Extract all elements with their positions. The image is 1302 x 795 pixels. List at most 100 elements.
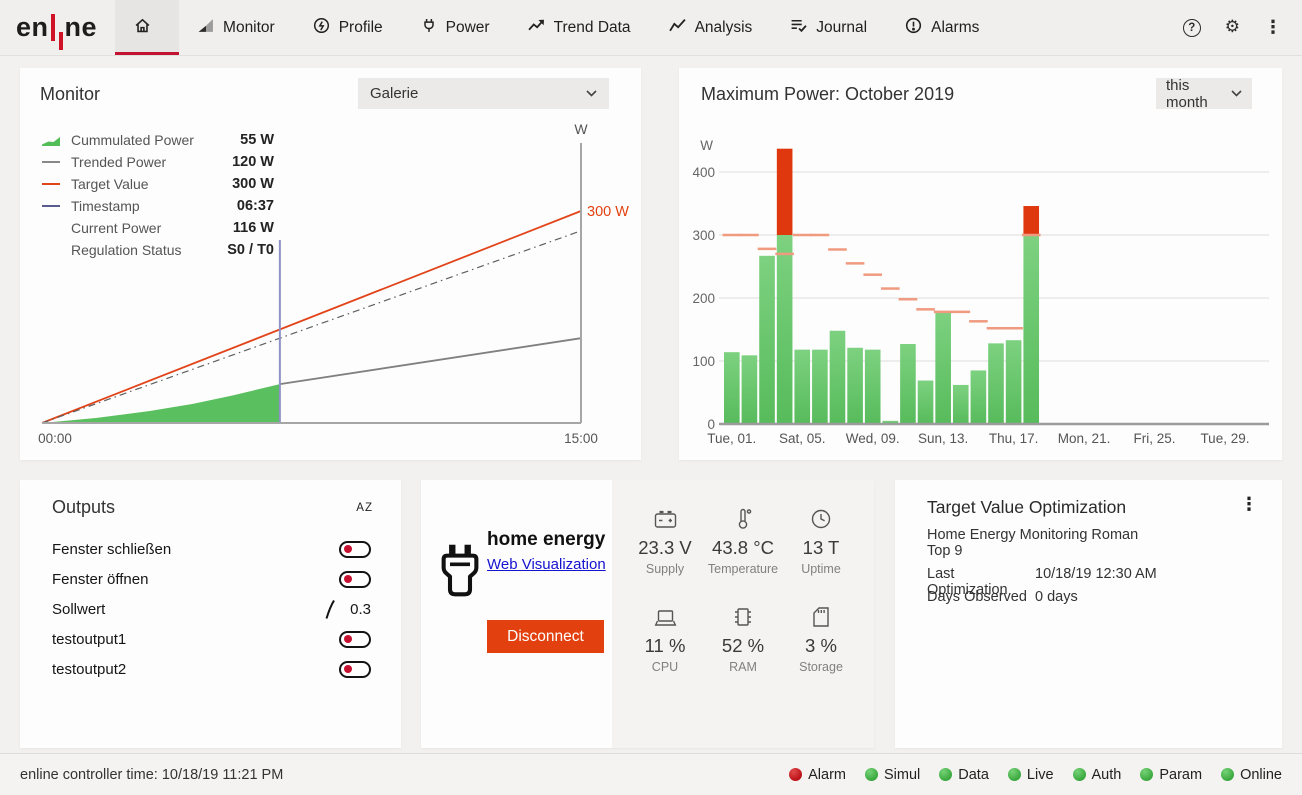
brand-bar-i <box>58 32 63 50</box>
tab-journal[interactable]: Journal <box>771 0 886 55</box>
tvo-row-value: 10/18/19 12:30 AM <box>1035 566 1157 582</box>
ram-chip-icon <box>731 604 755 628</box>
chevron-down-icon <box>1231 90 1242 97</box>
tab-monitor[interactable]: Monitor <box>179 0 294 55</box>
maximum-power-title: Maximum Power: October 2019 <box>701 84 955 104</box>
stat-label: RAM <box>729 660 757 674</box>
maximum-power-bar-chart: 0 100 200 300 400 W Tue, 01. Sat, 05. Wed, 09. Su… <box>692 138 1269 446</box>
status-bar: enline controller time: 10/18/19 11:21 P… <box>0 753 1302 795</box>
legend-row: Target Value 300 W <box>42 173 274 195</box>
status-online: Online <box>1221 767 1282 783</box>
stat-cpu: 11 % CPU <box>626 604 704 674</box>
tab-label: Power <box>445 18 490 36</box>
legend-label: Trended Power <box>71 154 167 170</box>
stat-storage: 3 % Storage <box>782 604 860 674</box>
monitor-panel-title: Monitor <box>40 84 101 104</box>
outputs-list: Fenster schließen Fenster öffnen Sollwer… <box>52 534 371 684</box>
trended-power-swatch-icon <box>42 161 62 163</box>
svg-text:Fri, 25.: Fri, 25. <box>1134 431 1176 446</box>
svg-text:Tue, 29.: Tue, 29. <box>1200 431 1249 446</box>
legend-row: Current Power 116 W <box>42 217 274 239</box>
tab-home[interactable] <box>115 0 180 55</box>
tab-label: Trend Data <box>553 18 631 36</box>
disconnect-button[interactable]: Disconnect <box>487 620 604 653</box>
stat-supply: 23.3 V Supply <box>626 506 704 576</box>
tab-label: Analysis <box>694 18 753 36</box>
toggle-switch[interactable] <box>339 660 371 678</box>
setpoint-control[interactable]: 0.3 <box>324 599 371 620</box>
tab-trend-data[interactable]: Trend Data <box>509 0 650 55</box>
stat-label: Supply <box>645 562 685 576</box>
sort-az-icon[interactable]: AZ <box>356 502 373 514</box>
svg-text:200: 200 <box>692 291 715 306</box>
legend-label: Target Value <box>71 176 149 192</box>
tab-analysis[interactable]: Analysis <box>650 0 772 55</box>
status-led <box>939 768 953 781</box>
toggle-switch[interactable] <box>339 630 371 648</box>
svg-text:0: 0 <box>707 417 715 432</box>
tvo-row-value: 0 days <box>1035 589 1078 605</box>
device-stats: 23.3 V Supply 43.8 °C Temperature <box>612 480 874 748</box>
optimization-profile-name: Home Energy Monitoring Roman Top 9 <box>927 527 1139 559</box>
brand-suffix: ne <box>64 12 98 42</box>
legend-label: Regulation Status <box>71 242 182 258</box>
output-row: Fenster öffnen <box>52 564 371 594</box>
tab-profile[interactable]: Profile <box>294 0 402 55</box>
monitor-panel: Monitor Galerie W 00:00 15:00 300 W Cummula… <box>20 68 641 460</box>
toggle-switch[interactable] <box>339 570 371 588</box>
stat-value: 43.8 °C <box>712 537 774 558</box>
battery-icon <box>653 506 678 530</box>
gallery-select[interactable]: Galerie <box>358 78 609 109</box>
stat-temperature: 43.8 °C Temperature <box>704 506 782 576</box>
toggle-switch[interactable] <box>339 540 371 558</box>
svg-text:W: W <box>700 138 713 153</box>
output-row: Sollwert 0.3 <box>52 594 371 624</box>
more-menu-icon[interactable]: ⋮ <box>1264 16 1282 38</box>
status-live: Live <box>1007 767 1054 783</box>
tvo-title: Target Value Optimization <box>927 497 1127 517</box>
legend-row: Cummulated Power 55 W <box>42 129 274 151</box>
legend-value: 300 W <box>232 176 274 192</box>
help-icon[interactable]: ? <box>1182 18 1201 37</box>
range-select[interactable]: this month <box>1156 76 1252 111</box>
svg-text:Wed, 09.: Wed, 09. <box>846 431 900 446</box>
tab-label: Profile <box>338 18 383 36</box>
svg-text:Tue, 01.: Tue, 01. <box>707 431 756 446</box>
output-label: testoutput2 <box>52 660 127 678</box>
status-led <box>1221 768 1235 781</box>
main-nav: Monitor Profile Power <box>115 0 998 55</box>
legend-label: Cummulated Power <box>71 132 194 148</box>
tab-power[interactable]: Power <box>402 0 509 55</box>
stat-label: Uptime <box>801 562 841 576</box>
tvo-more-menu-icon[interactable]: ⋮ <box>1240 494 1258 515</box>
thermometer-icon <box>733 506 753 530</box>
timestamp-swatch-icon <box>42 205 62 207</box>
analysis-icon <box>668 18 686 38</box>
range-select-value: this month <box>1166 76 1208 111</box>
legend-row: Trended Power 120 W <box>42 151 274 173</box>
status-led <box>865 768 878 781</box>
power-plug-icon <box>421 17 437 39</box>
nav-actions: ? ⚙ ⋮ <box>1182 0 1302 55</box>
legend-value: 06:37 <box>236 198 274 214</box>
stat-label: CPU <box>651 660 679 674</box>
outputs-title: Outputs <box>52 497 116 517</box>
legend-label: Current Power <box>71 220 162 236</box>
web-visualization-link[interactable]: Web Visualization <box>487 556 606 573</box>
target-value-swatch-icon <box>42 183 62 185</box>
svg-text:00:00: 00:00 <box>38 431 72 446</box>
tvo-row-label: Days Observed <box>927 589 1027 605</box>
device-name: home energy <box>487 529 606 550</box>
controller-time: enline controller time: 10/18/19 11:21 P… <box>20 766 284 783</box>
status-led <box>789 768 803 781</box>
clock-icon <box>810 506 832 530</box>
legend-value: 116 W <box>232 220 274 236</box>
status-led <box>1140 768 1154 781</box>
legend-value: 55 W <box>240 132 274 148</box>
tab-alarms[interactable]: Alarms <box>886 0 998 55</box>
monitor-icon <box>198 18 214 38</box>
settings-gear-icon[interactable]: ⚙ <box>1224 17 1240 37</box>
stat-value: 23.3 V <box>638 537 692 558</box>
svg-text:400: 400 <box>692 165 715 180</box>
